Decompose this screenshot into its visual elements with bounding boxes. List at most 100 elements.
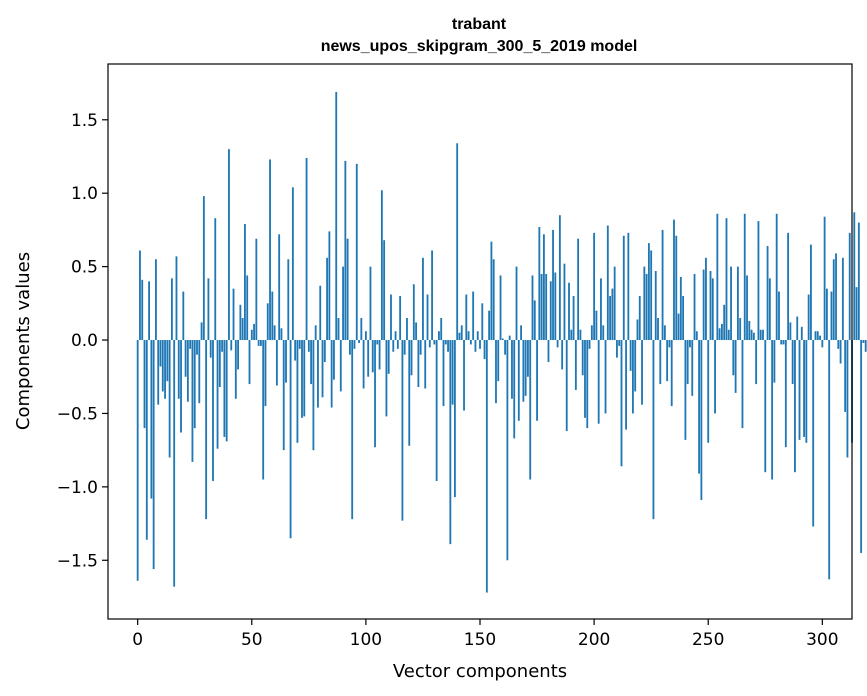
x-tick-label: 300 [806, 630, 838, 650]
bar [823, 216, 826, 341]
bar [305, 157, 308, 341]
bar [675, 235, 678, 341]
bar [246, 275, 249, 341]
bar [351, 340, 354, 520]
bar [748, 320, 751, 341]
bar [556, 340, 559, 348]
bar [378, 340, 381, 370]
bar [177, 340, 180, 399]
bar [702, 269, 705, 341]
bar [821, 340, 824, 348]
bar [228, 149, 230, 341]
bar [196, 340, 198, 355]
bar [629, 340, 632, 371]
bar [732, 340, 735, 376]
x-tick-label: 50 [241, 630, 263, 650]
x-tick-label: 0 [132, 630, 143, 650]
bar [727, 329, 730, 341]
bar [205, 340, 208, 520]
bar [415, 322, 418, 341]
bar [581, 340, 584, 376]
bar [193, 340, 196, 429]
bar [789, 322, 792, 341]
bars-group [136, 91, 867, 593]
y-tick-label: −1.0 [57, 478, 98, 498]
bar [757, 221, 760, 341]
bar [794, 340, 796, 473]
bar [784, 340, 787, 448]
chart-title: trabant [452, 16, 507, 33]
bar [385, 340, 388, 417]
bar [616, 340, 618, 358]
bar [782, 340, 785, 345]
bar [374, 340, 376, 448]
bar [376, 340, 379, 345]
bar [490, 241, 493, 341]
bar [839, 340, 842, 364]
bar [764, 340, 767, 473]
bar [709, 271, 712, 341]
bar [568, 282, 570, 341]
bar [255, 238, 258, 341]
bar [296, 340, 299, 443]
bar [180, 340, 182, 433]
bar [456, 143, 459, 341]
bar [595, 310, 598, 341]
bar [266, 303, 269, 341]
bar [698, 340, 701, 474]
bar [218, 340, 221, 388]
bar [634, 340, 637, 392]
bar [241, 318, 244, 341]
bar [170, 278, 173, 341]
bar [657, 318, 659, 341]
bar [200, 322, 203, 341]
bar [474, 340, 477, 352]
bar [816, 331, 819, 341]
bar [750, 329, 753, 341]
bar [791, 340, 794, 385]
y-tick-label: 0.5 [71, 258, 98, 278]
bar [679, 276, 682, 341]
bar [479, 340, 481, 349]
y-tick-label: 1.5 [71, 111, 98, 131]
bar [686, 340, 689, 385]
bar [504, 340, 507, 355]
bar [225, 340, 228, 442]
bar [424, 340, 427, 389]
y-tick-label: 1.0 [71, 184, 98, 204]
bar [853, 212, 856, 341]
bar [780, 340, 783, 345]
bar [684, 340, 687, 440]
bar [563, 263, 566, 341]
bar [410, 340, 413, 376]
bar [358, 340, 360, 343]
bar [335, 91, 338, 341]
bar [495, 340, 497, 404]
bar [638, 295, 641, 341]
bar [362, 340, 365, 389]
bar [485, 340, 488, 593]
bar [689, 340, 691, 348]
bar [558, 215, 561, 341]
bar [173, 340, 176, 587]
bar [693, 273, 696, 341]
bar [522, 340, 525, 402]
bar [273, 325, 276, 341]
bar [380, 190, 383, 341]
bar [741, 340, 744, 429]
bar [209, 340, 212, 358]
bar [552, 229, 554, 341]
bar [718, 328, 721, 341]
bar [419, 340, 422, 355]
bar [390, 294, 392, 341]
bar [798, 340, 801, 440]
bar [508, 335, 511, 341]
bar [577, 238, 580, 341]
chart-subtitle: news_upos_skipgram_300_5_2019 model [321, 38, 638, 55]
bar [310, 340, 313, 385]
bar [417, 340, 420, 388]
bar [625, 340, 627, 430]
bar [663, 325, 666, 341]
y-tick-label: −0.5 [57, 404, 98, 424]
